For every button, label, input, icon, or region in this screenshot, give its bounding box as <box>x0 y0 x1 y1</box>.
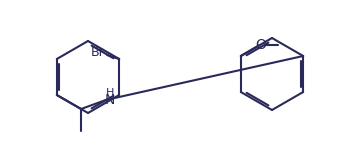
Text: N: N <box>105 93 115 107</box>
Text: Br: Br <box>90 47 104 59</box>
Text: H: H <box>106 88 114 98</box>
Text: O: O <box>255 38 266 52</box>
